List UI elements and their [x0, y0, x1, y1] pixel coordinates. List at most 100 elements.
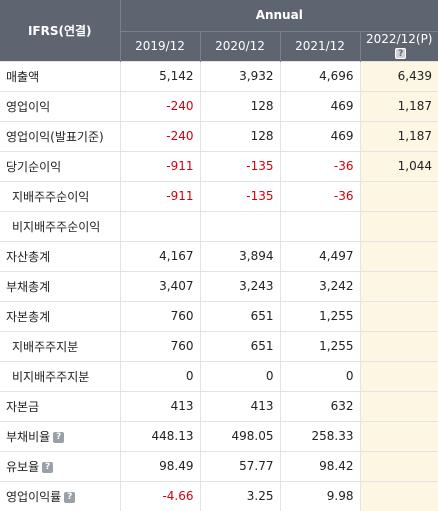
estimate-value-cell: [360, 480, 438, 511]
row-label: 지배주주지분: [12, 339, 79, 354]
value-cell: [120, 210, 201, 241]
value-cell: 651: [200, 300, 281, 331]
value-cell: 1,255: [280, 300, 361, 331]
value-cell: 3.25: [200, 480, 281, 511]
value-cell: 98.49: [120, 450, 201, 481]
table-row: 부채비율? 448.13 498.05 258.33: [0, 420, 438, 451]
table-row: 당기순이익 -911 -135 -36 1,044: [0, 150, 438, 181]
row-label-cell: 매출액: [0, 60, 121, 91]
value-cell: -240: [120, 120, 201, 151]
row-label: 영업이익률: [6, 489, 62, 504]
row-label-cell: 자산총계: [0, 240, 121, 271]
row-label-cell: 지배주주순이익: [0, 180, 121, 211]
estimate-value-cell: [360, 210, 438, 241]
table-row: 자본금 413 413 632: [0, 390, 438, 421]
row-label: 자본총계: [6, 309, 51, 324]
row-label-cell: 영업이익(발표기준): [0, 120, 121, 151]
value-cell: 4,497: [280, 240, 361, 271]
table-row: 자산총계 4,167 3,894 4,497: [0, 240, 438, 271]
value-cell: 448.13: [120, 420, 201, 451]
row-label: 비지배주주순이익: [12, 219, 101, 234]
value-cell: 3,243: [200, 270, 281, 301]
value-cell: 128: [200, 120, 281, 151]
value-cell: 3,242: [280, 270, 361, 301]
value-cell: 469: [280, 90, 361, 121]
table-row: 지배주주순이익 -911 -135 -36: [0, 180, 438, 211]
row-label: 유보율: [6, 459, 40, 474]
estimate-value-cell: [360, 270, 438, 301]
row-label-cell: 유보율?: [0, 450, 121, 481]
row-label: 당기순이익: [6, 159, 62, 174]
value-cell: -135: [200, 180, 281, 211]
question-icon[interactable]: ?: [64, 491, 76, 503]
row-label: 영업이익(발표기준): [6, 129, 104, 144]
row-label: 부채비율: [6, 429, 51, 444]
annual-group-header: Annual: [120, 0, 438, 31]
estimate-value-cell: 6,439: [360, 60, 438, 91]
table-row: 영업이익(발표기준) -240 128 469 1,187: [0, 120, 438, 151]
value-cell: -911: [120, 150, 201, 181]
value-cell: 0: [120, 360, 201, 391]
table-row: 영업이익률? -4.66 3.25 9.98: [0, 480, 438, 511]
value-cell: 1,255: [280, 330, 361, 361]
year-header-estimate: 2022/12(P)?: [359, 30, 438, 61]
value-cell: -36: [280, 150, 361, 181]
value-cell: 0: [200, 360, 281, 391]
row-label: 매출액: [6, 69, 40, 84]
estimate-value-cell: [360, 180, 438, 211]
value-cell: 9.98: [280, 480, 361, 511]
value-cell: 57.77: [200, 450, 281, 481]
table-row: 비지배주주순이익: [0, 210, 438, 241]
row-label-cell: 비지배주주지분: [0, 360, 121, 391]
estimate-value-cell: [360, 240, 438, 271]
value-cell: 3,894: [200, 240, 281, 271]
table-row: 자본총계 760 651 1,255: [0, 300, 438, 331]
estimate-value-cell: 1,044: [360, 150, 438, 181]
estimate-value-cell: [360, 390, 438, 421]
value-cell: 651: [200, 330, 281, 361]
value-cell: 632: [280, 390, 361, 421]
value-cell: 760: [120, 330, 201, 361]
table-row: 영업이익 -240 128 469 1,187: [0, 90, 438, 121]
table-row: 비지배주주지분 0 0 0: [0, 360, 438, 391]
row-label-cell: 부채비율?: [0, 420, 121, 451]
row-label-cell: 자본금: [0, 390, 121, 421]
value-cell: 128: [200, 90, 281, 121]
row-label: 부채총계: [6, 279, 51, 294]
value-cell: -4.66: [120, 480, 201, 511]
estimate-value-cell: 1,187: [360, 120, 438, 151]
question-icon[interactable]: ?: [395, 48, 407, 59]
question-icon[interactable]: ?: [53, 431, 65, 443]
question-icon[interactable]: ?: [42, 461, 54, 473]
value-cell: 413: [120, 390, 201, 421]
table-row: 매출액 5,142 3,932 4,696 6,439: [0, 60, 438, 91]
estimate-value-cell: 1,187: [360, 90, 438, 121]
value-cell: -135: [200, 150, 281, 181]
value-cell: 3,932: [200, 60, 281, 91]
value-cell: 4,167: [120, 240, 201, 271]
estimate-value-cell: [360, 450, 438, 481]
row-label: 자본금: [6, 399, 40, 414]
row-label-cell: 영업이익률?: [0, 480, 121, 511]
row-label: 비지배주주지분: [12, 369, 90, 384]
value-cell: 5,142: [120, 60, 201, 91]
estimate-value-cell: [360, 360, 438, 391]
value-cell: -911: [120, 180, 201, 211]
value-cell: -240: [120, 90, 201, 121]
value-cell: 98.42: [280, 450, 361, 481]
value-cell: -36: [280, 180, 361, 211]
value-cell: 498.05: [200, 420, 281, 451]
row-label: 자산총계: [6, 249, 51, 264]
value-cell: 413: [200, 390, 281, 421]
year-header: 2019/12: [119, 30, 200, 61]
row-label-cell: 영업이익: [0, 90, 121, 121]
table-row: 부채총계 3,407 3,243 3,242: [0, 270, 438, 301]
estimate-value-cell: [360, 420, 438, 451]
year-header-label: 2022/12(P): [366, 32, 433, 46]
estimate-value-cell: [360, 300, 438, 331]
value-cell: 258.33: [280, 420, 361, 451]
corner-header: IFRS(연결): [0, 0, 121, 61]
value-cell: 0: [280, 360, 361, 391]
table-row: 유보율? 98.49 57.77 98.42: [0, 450, 438, 481]
